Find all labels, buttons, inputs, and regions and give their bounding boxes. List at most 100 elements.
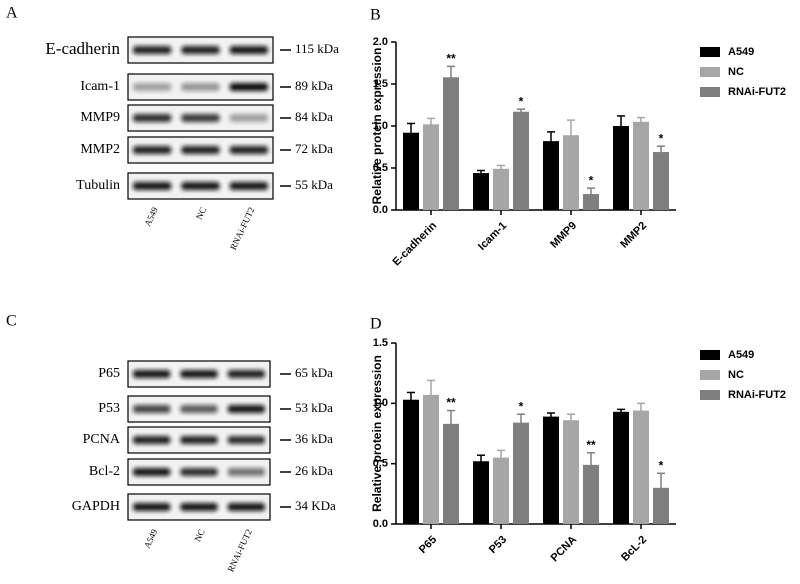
band bbox=[229, 182, 268, 190]
size-label: 115 kDa bbox=[295, 41, 339, 56]
bar bbox=[493, 168, 509, 210]
lane-label: A549 bbox=[142, 527, 160, 550]
band bbox=[180, 405, 218, 413]
bar bbox=[443, 77, 459, 210]
x-tick-label: Icam-1 bbox=[476, 220, 509, 253]
band bbox=[229, 46, 268, 54]
y-axis-title: Relative protein expression bbox=[370, 355, 384, 512]
legend-swatch bbox=[700, 47, 720, 57]
panel-label: C bbox=[6, 313, 17, 330]
bar bbox=[653, 152, 669, 210]
size-label: 34 KDa bbox=[295, 498, 336, 513]
bar bbox=[423, 394, 439, 524]
band bbox=[133, 503, 171, 511]
panel-label: D bbox=[370, 316, 382, 333]
band bbox=[180, 436, 218, 444]
protein-label: MMP2 bbox=[80, 142, 120, 157]
band bbox=[181, 114, 220, 122]
x-tick-label: MMP9 bbox=[548, 220, 579, 251]
x-tick-label: P53 bbox=[487, 534, 509, 556]
x-tick-label: P65 bbox=[417, 534, 439, 556]
significance: ** bbox=[586, 438, 596, 452]
band bbox=[133, 83, 172, 91]
bar bbox=[633, 410, 649, 524]
y-tick-label: 2.0 bbox=[373, 36, 388, 48]
band bbox=[180, 468, 218, 476]
legend-label: A549 bbox=[728, 349, 754, 361]
band bbox=[133, 468, 171, 476]
y-tick-label: 1.0 bbox=[373, 397, 388, 409]
y-tick-label: 1.5 bbox=[373, 337, 388, 349]
band bbox=[181, 146, 220, 154]
bar bbox=[653, 487, 669, 524]
significance: ** bbox=[446, 52, 456, 66]
y-axis-title: Relative protein expression bbox=[370, 48, 384, 205]
band bbox=[133, 370, 171, 378]
lane-label: RNAi-FUT2 bbox=[228, 205, 257, 251]
size-label: 53 kDa bbox=[295, 400, 333, 415]
size-label: 89 kDa bbox=[295, 78, 333, 93]
bar bbox=[633, 121, 649, 210]
x-tick-label: MMP2 bbox=[618, 220, 649, 251]
y-tick-label: 0.0 bbox=[373, 518, 388, 530]
panel-label: B bbox=[370, 7, 381, 24]
y-tick-label: 0.5 bbox=[373, 458, 388, 470]
bar bbox=[493, 457, 509, 524]
legend-label: RNAi-FUT2 bbox=[728, 86, 786, 98]
band bbox=[181, 46, 220, 54]
significance: ** bbox=[446, 396, 456, 410]
legend-label: NC bbox=[728, 369, 744, 381]
band bbox=[133, 182, 172, 190]
band bbox=[229, 146, 268, 154]
bar bbox=[513, 111, 529, 210]
bar bbox=[563, 135, 579, 210]
bar bbox=[473, 173, 489, 210]
lane-label: NC bbox=[192, 527, 206, 543]
legend-label: NC bbox=[728, 66, 744, 78]
protein-label: E-cadherin bbox=[45, 39, 120, 58]
significance: * bbox=[659, 131, 664, 145]
band bbox=[133, 436, 171, 444]
protein-label: MMP9 bbox=[80, 110, 120, 125]
band bbox=[227, 405, 265, 413]
size-label: 26 kDa bbox=[295, 463, 333, 478]
band bbox=[180, 370, 218, 378]
protein-label: PCNA bbox=[83, 432, 121, 447]
protein-label: Tubulin bbox=[76, 178, 120, 193]
protein-label: P65 bbox=[98, 366, 120, 381]
lane-label: RNAi-FUT2 bbox=[226, 527, 255, 573]
band bbox=[180, 503, 218, 511]
x-tick-label: BcL-2 bbox=[619, 534, 649, 564]
band bbox=[227, 436, 265, 444]
protein-label: GAPDH bbox=[72, 499, 120, 514]
bar bbox=[613, 411, 629, 524]
bar bbox=[473, 461, 489, 524]
band bbox=[133, 46, 172, 54]
y-tick-label: 0.0 bbox=[373, 204, 388, 216]
protein-label: Bcl-2 bbox=[89, 464, 120, 479]
bar bbox=[613, 126, 629, 210]
size-label: 84 kDa bbox=[295, 109, 333, 124]
bar bbox=[563, 420, 579, 524]
protein-label: P53 bbox=[98, 401, 120, 416]
significance: * bbox=[519, 399, 524, 413]
x-tick-label: E-cadherin bbox=[390, 220, 439, 269]
band bbox=[133, 146, 172, 154]
size-label: 65 kDa bbox=[295, 365, 333, 380]
size-label: 36 kDa bbox=[295, 431, 333, 446]
x-tick-label: PCNA bbox=[549, 534, 580, 565]
band bbox=[227, 468, 265, 476]
legend-swatch bbox=[700, 350, 720, 360]
significance: * bbox=[589, 173, 594, 187]
legend-swatch bbox=[700, 370, 720, 380]
legend-label: RNAi-FUT2 bbox=[728, 389, 786, 401]
bar bbox=[583, 464, 599, 524]
bar bbox=[403, 132, 419, 210]
legend-label: A549 bbox=[728, 46, 754, 58]
y-tick-label: 1.0 bbox=[373, 120, 388, 132]
bar bbox=[513, 422, 529, 524]
protein-label: Icam-1 bbox=[80, 79, 120, 94]
bar bbox=[403, 399, 419, 524]
band bbox=[181, 182, 220, 190]
band bbox=[133, 114, 172, 122]
